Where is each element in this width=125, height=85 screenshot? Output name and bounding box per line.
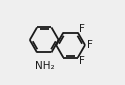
Text: NH₂: NH₂ bbox=[35, 61, 55, 71]
Text: F: F bbox=[79, 24, 85, 34]
Text: F: F bbox=[79, 56, 85, 66]
Text: F: F bbox=[87, 40, 93, 50]
